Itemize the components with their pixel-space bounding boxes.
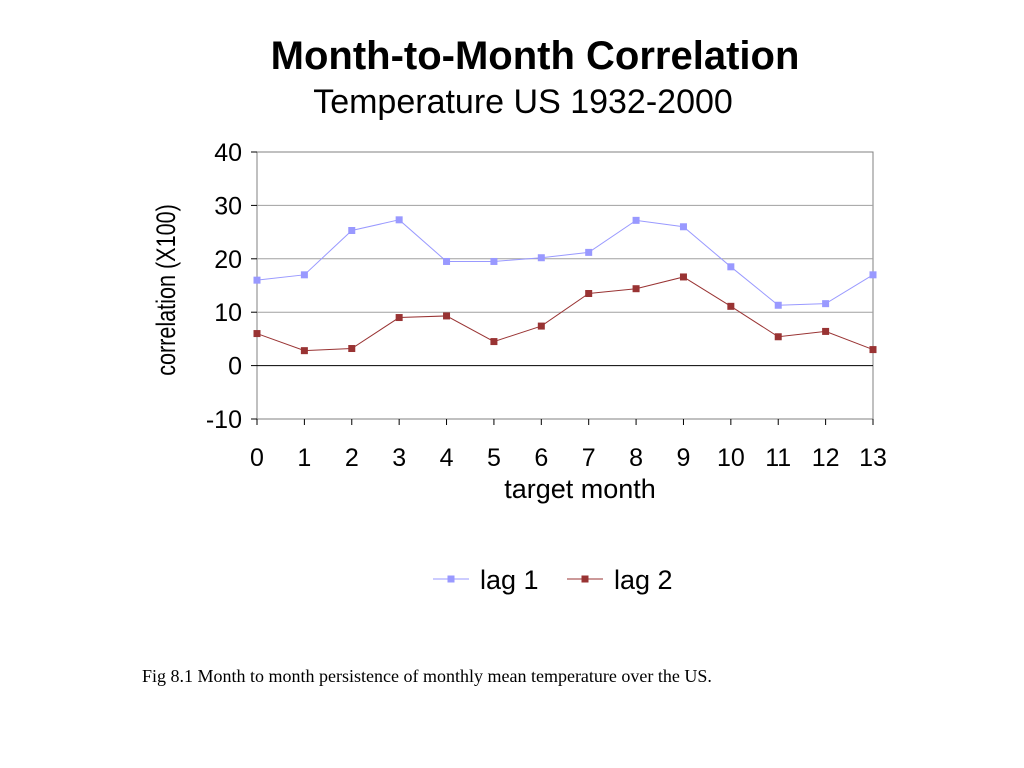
series-line — [256, 276, 874, 352]
legend-marker — [447, 575, 455, 583]
x-tick-label: 7 — [582, 444, 596, 472]
data-point — [537, 322, 545, 330]
y-tick-label: 0 — [228, 353, 242, 381]
figure-caption: Fig 8.1 Month to month persistence of mo… — [142, 666, 712, 686]
x-tick-label: 12 — [812, 444, 840, 472]
data-point — [679, 273, 687, 281]
x-tick-label: 0 — [250, 444, 264, 472]
grid-lines — [257, 204, 873, 313]
data-point — [727, 263, 735, 271]
data-point — [585, 290, 593, 298]
y-axis-ticks: -10 0 10 20 30 40 — [206, 139, 257, 434]
y-axis-label: correlation (X100) — [152, 204, 182, 376]
x-tick-label: 2 — [345, 444, 359, 472]
legend-item: lag 2 — [567, 565, 673, 595]
series-group — [253, 216, 877, 355]
data-point — [348, 226, 356, 234]
legend-marker — [581, 575, 589, 583]
x-tick-label: 10 — [717, 444, 745, 472]
data-point — [395, 314, 403, 322]
data-point — [679, 223, 687, 231]
x-tick-label: 9 — [677, 444, 691, 472]
x-tick-label: 4 — [440, 444, 454, 472]
data-point — [632, 285, 640, 293]
data-point — [774, 333, 782, 341]
data-point — [869, 271, 877, 279]
data-point — [727, 302, 735, 310]
plot-frame — [256, 151, 874, 420]
data-point — [253, 276, 261, 284]
data-point — [443, 312, 451, 320]
x-axis-ticks: 0 1 2 3 4 5 6 7 8 9 10 11 12 13 — [250, 419, 887, 472]
data-point — [348, 345, 356, 353]
y-tick-label: 10 — [214, 299, 242, 327]
data-point — [774, 301, 782, 309]
data-point — [822, 327, 830, 335]
x-tick-label: 3 — [392, 444, 406, 472]
data-point — [300, 347, 308, 355]
x-tick-label: 13 — [859, 444, 887, 472]
x-tick-label: 8 — [629, 444, 643, 472]
y-tick-label: 20 — [214, 246, 242, 274]
data-point — [490, 257, 498, 265]
data-point — [253, 330, 261, 338]
legend-label: lag 2 — [614, 565, 673, 595]
series-lag-1 — [253, 216, 877, 309]
x-tick-label: 1 — [297, 444, 311, 472]
data-point — [395, 216, 403, 224]
x-tick-label: 11 — [765, 444, 791, 472]
x-axis-label: target month — [504, 474, 656, 504]
data-point — [443, 257, 451, 265]
y-tick-label: -10 — [206, 406, 242, 434]
series-lag-2 — [253, 273, 877, 355]
legend-label: lag 1 — [480, 565, 539, 595]
x-tick-label: 5 — [487, 444, 501, 472]
y-tick-label: 30 — [214, 192, 242, 220]
data-point — [300, 271, 308, 279]
data-point — [490, 338, 498, 346]
legend: lag 1 lag 2 — [433, 565, 673, 595]
data-point — [537, 254, 545, 262]
series-line — [256, 219, 874, 306]
y-tick-label: 40 — [214, 139, 242, 167]
data-point — [585, 248, 593, 256]
data-point — [869, 346, 877, 354]
legend-item: lag 1 — [433, 565, 539, 595]
data-point — [632, 216, 640, 224]
x-tick-label: 6 — [534, 444, 548, 472]
chart-subtitle: Temperature US 1932-2000 — [313, 83, 733, 121]
chart-title: Month-to-Month Correlation — [271, 34, 800, 78]
data-point — [822, 300, 830, 308]
